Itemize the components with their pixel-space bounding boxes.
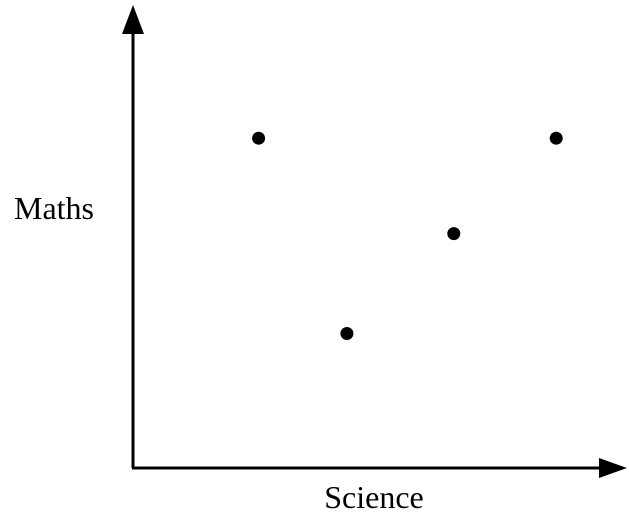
data-point-3 [447,227,461,241]
axes [122,5,627,478]
x-axis-arrowhead [599,458,627,478]
data-points [252,131,563,340]
data-point-2 [340,327,354,340]
data-point-1 [252,131,266,145]
y-axis-arrowhead [122,5,144,34]
x-axis-label: Science [324,479,424,514]
data-point-4 [549,131,563,145]
y-axis-label: Maths [14,190,94,226]
